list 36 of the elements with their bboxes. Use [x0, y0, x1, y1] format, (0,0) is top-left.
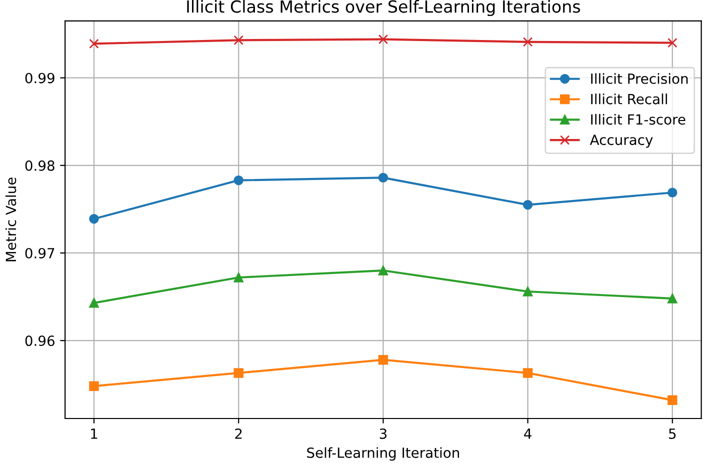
point — [378, 354, 388, 365]
point — [234, 368, 244, 378]
point — [378, 34, 388, 44]
point — [89, 214, 99, 224]
point — [89, 298, 99, 308]
point — [89, 381, 99, 391]
x-axis-title: Self-Learning Iteration — [307, 447, 459, 461]
x-tick-label: 5 — [669, 428, 676, 439]
point — [89, 38, 99, 49]
point — [234, 175, 244, 186]
point — [522, 286, 533, 296]
chart-title: Illicit Class Metrics over Self-Learning Iterations — [187, 0, 580, 16]
x-tick-label: 3 — [380, 428, 386, 439]
legend-label: Accuracy — [590, 134, 653, 148]
y-tick-label: 0.98 — [25, 160, 54, 171]
x-tick-label: 4 — [524, 428, 532, 439]
point — [668, 395, 678, 405]
point — [378, 266, 388, 276]
point — [378, 172, 388, 183]
y-tick-label: 0.97 — [25, 248, 54, 258]
point — [668, 294, 678, 304]
legend-label: Illicit Precision — [591, 73, 688, 84]
y-tick-label: 0.99 — [25, 72, 54, 84]
y-tick-label: 0.96 — [25, 336, 54, 346]
point — [522, 37, 533, 47]
legend-label: Illicit F1-score — [591, 114, 686, 125]
x-tick-label: 1 — [91, 428, 98, 439]
point — [668, 188, 678, 198]
point — [522, 200, 533, 210]
legend-label: Illicit Recall — [591, 94, 667, 104]
y-axis-title: Metric Value — [5, 178, 16, 262]
point — [522, 368, 533, 378]
point — [668, 38, 678, 48]
x-tick-label: 2 — [235, 428, 242, 439]
point — [234, 272, 244, 282]
point — [234, 35, 244, 46]
